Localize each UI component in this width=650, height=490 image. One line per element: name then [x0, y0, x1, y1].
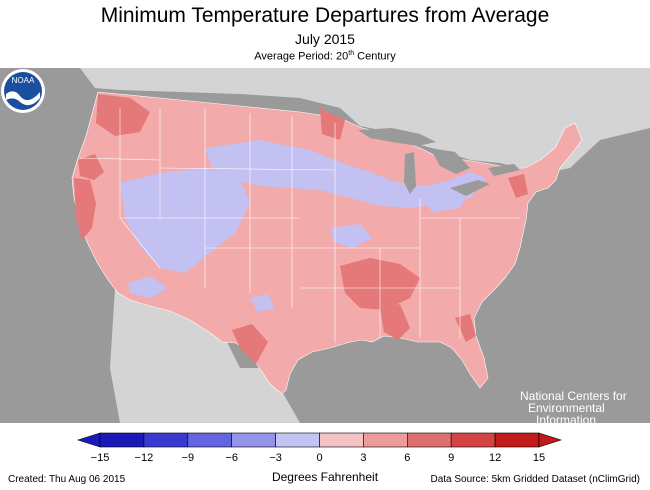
tick-label: −3	[269, 452, 282, 464]
tick-label: −12	[134, 452, 154, 464]
colorbar-segment	[319, 432, 364, 448]
mexico-land	[110, 288, 300, 423]
tick-label: 0	[316, 452, 323, 464]
canada-land	[80, 68, 650, 173]
us-map	[71, 68, 650, 423]
warm-anomaly-patches	[74, 94, 528, 364]
colorbar-segment	[494, 432, 540, 448]
colorbar-segment	[406, 432, 452, 448]
state-boundaries	[79, 108, 520, 343]
colorbar-segment	[99, 432, 145, 448]
ncei-line-1: National Centers for	[520, 389, 627, 403]
map-subtitle: July 2015	[295, 31, 355, 47]
ncei-line-2: Environmental	[528, 401, 605, 415]
ncei-text: National Centers for Environmental Infor…	[520, 389, 627, 423]
tick-label: 9	[448, 452, 455, 464]
colorbar-segment	[363, 432, 408, 448]
created-label: Created: Thu Aug 06 2015	[8, 474, 126, 485]
cool-anomaly-patches	[120, 140, 486, 312]
colorbar-segment	[450, 432, 496, 448]
noaa-logo-icon: NOAA	[1, 69, 45, 113]
units-label: Degrees Fahrenheit	[271, 470, 379, 484]
great-lakes	[358, 128, 520, 196]
colorbar-segment	[143, 432, 189, 448]
tick-label: 3	[360, 452, 367, 464]
noaa-logo-text: NOAA	[12, 76, 35, 85]
colorbar-segment	[187, 432, 233, 448]
period-prefix: Average Period: 20	[254, 50, 349, 63]
tick-label: −9	[181, 452, 195, 464]
period-suffix: Century	[354, 50, 396, 63]
average-period-label: Average Period: 20th Century	[0, 50, 650, 63]
colorbar-segment	[275, 432, 320, 448]
tick-label: 12	[488, 452, 502, 464]
map-title: Minimum Temperature Departures from Aver…	[100, 4, 550, 27]
colorbar-segment	[231, 432, 276, 448]
colorbar-left-arrow	[77, 432, 101, 448]
period-superscript: th	[348, 50, 355, 57]
ncei-line-3: Information	[536, 413, 597, 423]
map-panel: NOAA National Centers for Environmental …	[0, 68, 650, 423]
data-source-label: Data Source: 5km Gridded Dataset (nClimG…	[430, 474, 640, 485]
colorbar-right-arrow	[538, 432, 562, 448]
tick-label: 6	[404, 452, 411, 464]
tick-label: −6	[225, 452, 238, 464]
tick-label: 15	[532, 452, 546, 464]
color-bar	[77, 432, 562, 448]
tick-label: −15	[90, 452, 110, 464]
